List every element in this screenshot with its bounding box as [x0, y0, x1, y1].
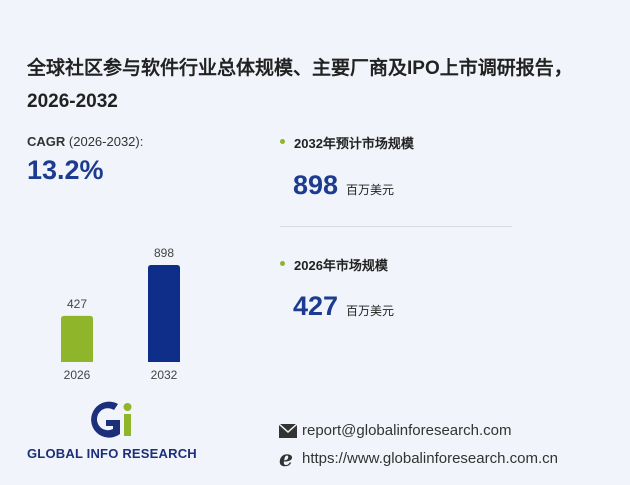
cagr-value: 13.2%	[27, 155, 104, 185]
cagr-period: (2026-2032):	[68, 134, 144, 149]
stat-value: 898	[293, 170, 339, 200]
cagr-name: CAGR	[27, 134, 66, 149]
stat-label: 2026年市场规模	[294, 258, 388, 273]
email: report@globalinforesearch.com	[302, 422, 512, 439]
value-label: 898	[154, 246, 174, 260]
cagr-label: CAGR (2026-2032):	[27, 134, 143, 149]
stat-unit: 百万美元	[346, 304, 395, 318]
bar	[61, 315, 93, 362]
bullet	[280, 139, 285, 144]
stat-label: 2032年预计市场规模	[294, 136, 414, 151]
bar	[148, 265, 180, 362]
divider	[280, 226, 512, 227]
stat-value: 427	[293, 291, 339, 321]
title: 全球社区参与软件行业总体规模、主要厂商及IPO上市调研报告，2026-2032	[27, 58, 573, 112]
stat-unit: 百万美元	[346, 183, 395, 197]
bar-chart: 427 2026 898 2032	[61, 246, 180, 382]
website: https://www.globalinforesearch.com.cn	[302, 450, 558, 467]
web-icon: e	[279, 446, 293, 472]
category-label: 2026	[64, 368, 91, 382]
value-label: 427	[67, 297, 87, 311]
email-icon	[279, 424, 297, 438]
logo-mark	[91, 401, 132, 438]
category-label: 2032	[151, 368, 178, 382]
logo-text: GLOBAL INFO RESEARCH	[27, 446, 197, 461]
bullet	[280, 261, 285, 266]
